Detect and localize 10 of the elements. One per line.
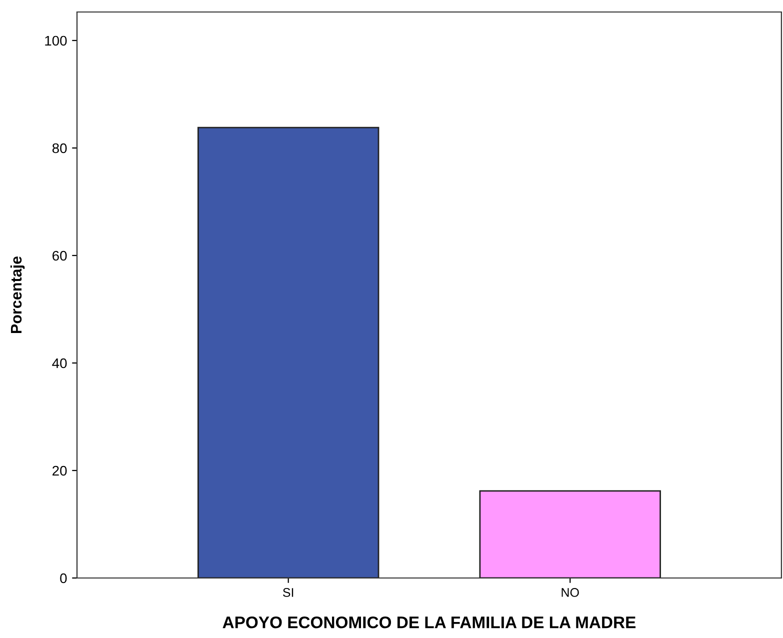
y-axis-title: Porcentaje: [10, 256, 25, 334]
y-tick-label: 20: [52, 466, 67, 476]
y-tick-label: 60: [52, 250, 67, 261]
x-tick-label: SI: [282, 588, 294, 597]
y-tick-label: 80: [52, 143, 67, 154]
y-tick-label: 100: [45, 36, 67, 46]
x-axis-title: APOYO ECONOMICO DE LA FAMILIA DE LA MADRE: [222, 616, 636, 628]
x-tick-label: NO: [562, 588, 579, 597]
y-tick-label: 0: [60, 573, 67, 584]
y-tick-label: 40: [52, 358, 67, 368]
